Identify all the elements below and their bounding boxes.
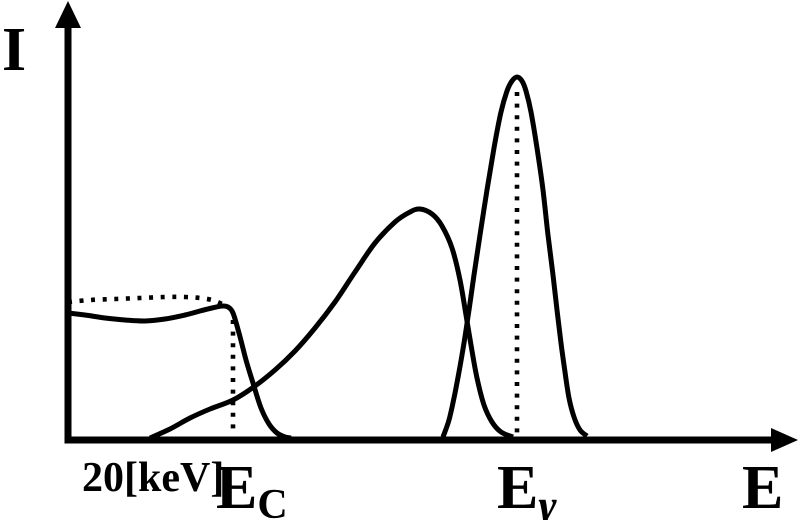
- photopeak-gaussian: [440, 74, 589, 439]
- compton-edge-label-base: E: [216, 454, 257, 520]
- photopeak-label-base: E: [497, 454, 538, 520]
- compton-edge-label: EC: [216, 454, 288, 520]
- curves-group: [67, 74, 589, 441]
- y-axis-label: I: [2, 16, 26, 84]
- x-axis-label: E: [742, 454, 783, 520]
- broad-compton-distribution: [148, 206, 514, 441]
- x-axis-arrowhead-icon: [771, 428, 798, 452]
- dotted-continuum-extrapolation: [67, 294, 223, 307]
- photopeak-label: Eγ: [497, 454, 557, 520]
- energy-resolution-note: 20[keV]: [82, 455, 224, 501]
- photopeak-label-subscript: γ: [538, 481, 557, 520]
- y-axis-arrowhead-icon: [55, 1, 81, 28]
- compton-edge-label-subscript: C: [257, 482, 287, 520]
- compton-continuum-with-edge: [67, 303, 292, 441]
